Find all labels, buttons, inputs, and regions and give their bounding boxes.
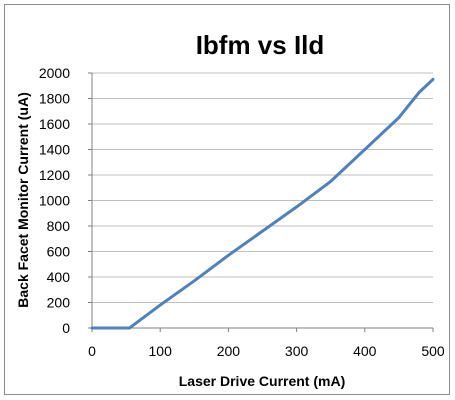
y-tick-label: 2000 bbox=[39, 65, 70, 81]
y-tick-label: 1400 bbox=[39, 142, 70, 158]
y-tick-label: 1600 bbox=[39, 116, 70, 132]
series-line bbox=[90, 77, 435, 330]
y-tick-label: 1000 bbox=[39, 193, 70, 209]
x-tick-label: 400 bbox=[353, 343, 377, 359]
x-tick-label: 0 bbox=[88, 343, 96, 359]
y-tick-label: 1200 bbox=[39, 167, 70, 183]
x-tick-label: 300 bbox=[285, 343, 309, 359]
y-axis-label: Back Facet Monitor Current (uA) bbox=[15, 92, 31, 307]
x-axis-label: Laser Drive Current (mA) bbox=[179, 373, 346, 389]
chart-frame bbox=[4, 4, 450, 395]
y-tick-label: 200 bbox=[47, 295, 71, 311]
y-tick-label: 800 bbox=[47, 218, 71, 234]
y-tick-label: 400 bbox=[47, 269, 71, 285]
grid-lines bbox=[88, 72, 433, 329]
y-tick-label: 1800 bbox=[39, 91, 70, 107]
x-tick-label: 500 bbox=[421, 343, 445, 359]
chart-title: Ibfm vs Ild bbox=[196, 30, 325, 60]
x-tick-label: 100 bbox=[149, 343, 173, 359]
x-tick-label: 200 bbox=[217, 343, 241, 359]
x-tick-labels: 0 100 200 300 400 500 bbox=[88, 328, 445, 359]
y-tick-label: 600 bbox=[47, 244, 71, 260]
y-tick-label: 0 bbox=[62, 320, 70, 336]
y-tick-labels: 0 200 400 600 800 1000 1200 1400 1600 1800 2000 bbox=[39, 65, 70, 336]
